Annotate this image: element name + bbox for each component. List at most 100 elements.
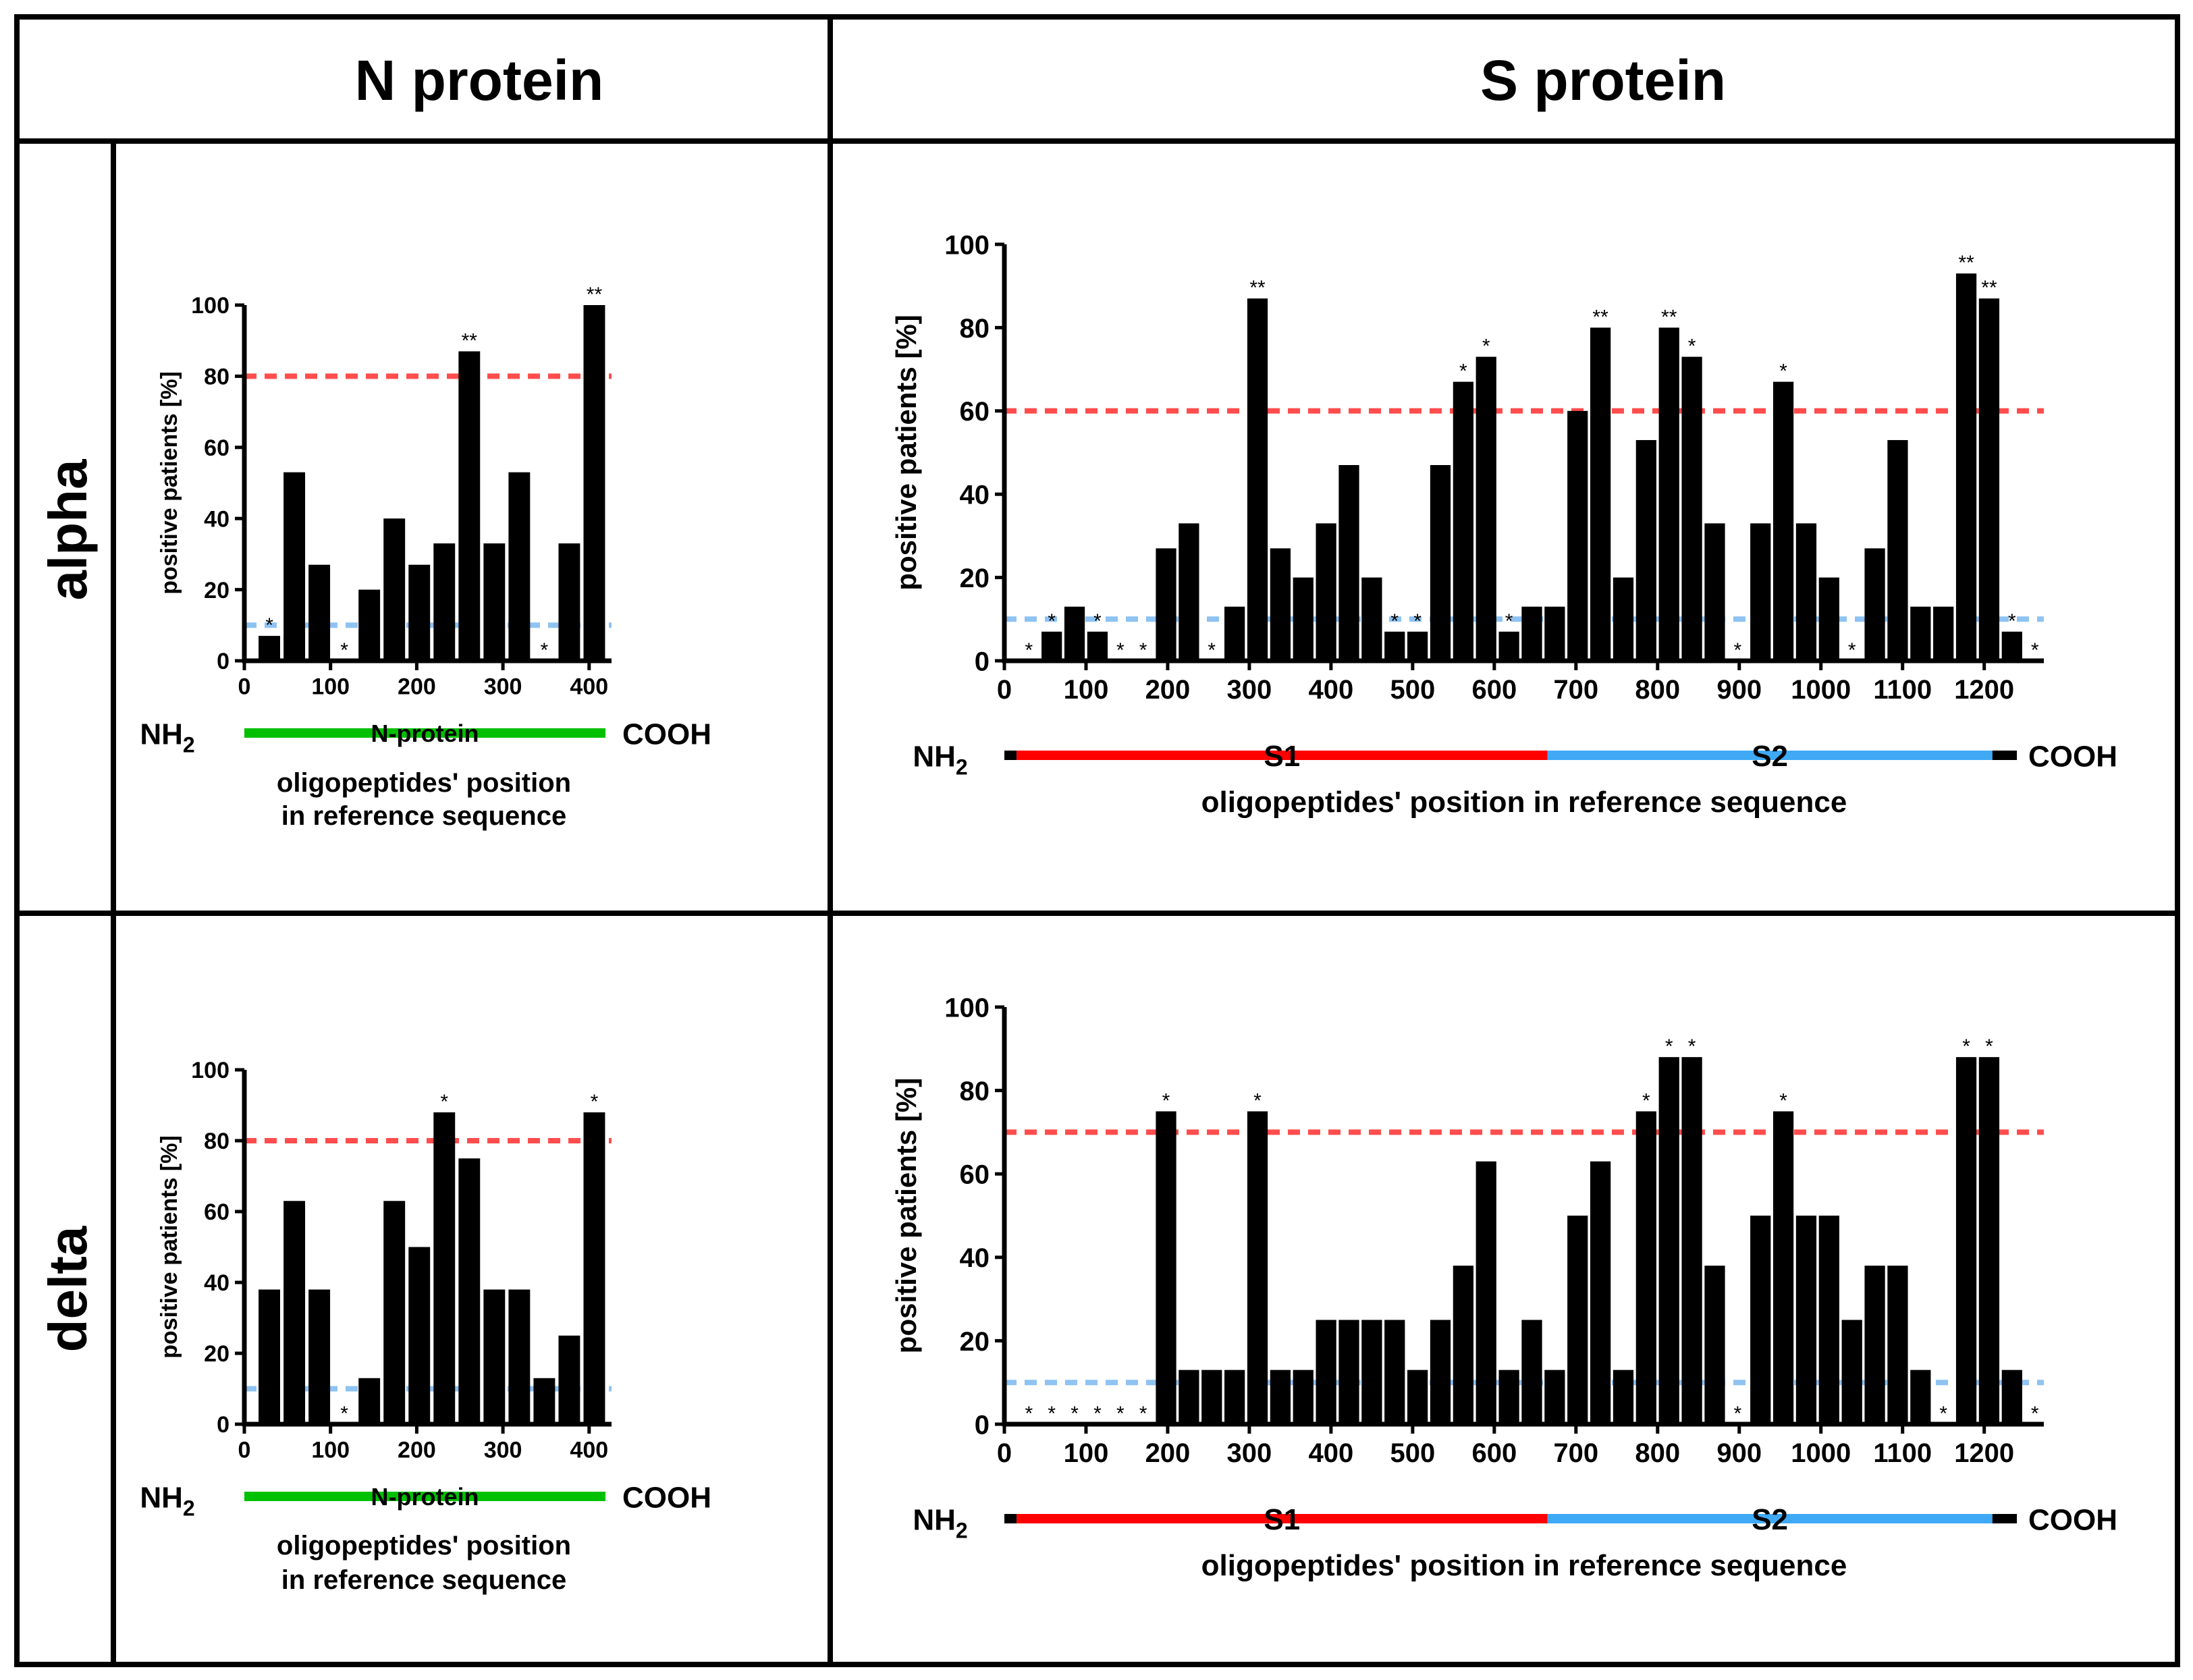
bar (1613, 1370, 1634, 1424)
y-tick-label: 100 (191, 1058, 229, 1083)
x-tick-label: 400 (1309, 1438, 1354, 1468)
y-tick-label: 100 (944, 993, 990, 1023)
bar (259, 1289, 280, 1424)
significance-star: * (1779, 1090, 1787, 1112)
y-axis-label: positive patients [%] (890, 315, 922, 590)
significance-star: * (1962, 1035, 1970, 1058)
significance-star: * (1688, 335, 1696, 358)
domain-segment (1017, 751, 1548, 760)
bar (483, 1289, 506, 1424)
x-tick-label: 900 (1716, 1438, 1762, 1468)
significance-star: ** (462, 330, 478, 352)
significance-star: * (1413, 610, 1422, 632)
bar (2001, 1370, 2022, 1424)
bar (583, 1112, 605, 1424)
bar (1613, 577, 1634, 661)
significance-star: * (1848, 639, 1856, 661)
bar (1316, 1320, 1336, 1424)
bar (1293, 1370, 1314, 1424)
bar (1978, 1057, 2000, 1424)
x-tick-label: 0 (238, 1438, 251, 1463)
x-tick-label: 1200 (1954, 675, 2014, 705)
x-tick-label: 200 (1145, 1438, 1191, 1468)
x-tick-label: 700 (1553, 675, 1598, 705)
domain-label: N-protein (371, 1483, 479, 1511)
bar (1270, 1370, 1291, 1424)
bar (1544, 1370, 1565, 1424)
bar (1658, 327, 1679, 661)
domain-segment (1547, 751, 1993, 760)
bar (558, 543, 580, 661)
bar (1681, 356, 1702, 661)
bar (1498, 631, 1519, 661)
bar (1430, 1320, 1451, 1424)
bar (1316, 523, 1336, 661)
significance-star: * (1116, 639, 1125, 661)
bar (1247, 1111, 1268, 1424)
bar (1635, 439, 1656, 661)
domain-segment (1992, 751, 2018, 760)
x-axis-caption: oligopeptides' position (277, 1531, 571, 1561)
bar (1750, 1216, 1771, 1424)
x-tick-label: 400 (1309, 675, 1354, 705)
significance-star: * (340, 639, 348, 661)
domain-label: S1 (1264, 1503, 1300, 1536)
bar (1087, 631, 1108, 661)
domain-segment (244, 728, 606, 738)
y-tick-label: 40 (960, 1243, 990, 1273)
table-grid (14, 14, 2180, 1667)
y-tick-label: 60 (960, 1160, 990, 1190)
x-tick-label: 1100 (1873, 675, 1932, 705)
chart-delta-n-protein: * * * 0 20 40 60 80 100 0 100 200 300 400 positive pat… (140, 1058, 711, 1595)
significance-star: * (1779, 360, 1787, 383)
bar (1818, 1216, 1839, 1424)
significance-star: * (1985, 1035, 1993, 1058)
x-axis-caption: oligopeptides' position in reference seq… (1201, 1549, 1847, 1582)
significance-star: * (1093, 1403, 1102, 1425)
significance-star: * (1505, 610, 1513, 632)
x-tick-label: 0 (997, 1438, 1012, 1468)
bar (1704, 523, 1725, 661)
bar (1635, 1111, 1656, 1424)
bar (1179, 523, 1199, 661)
y-tick-label: 60 (204, 435, 229, 461)
chart-alpha-s-protein: ** ** * **** ****** ************0204060801000… (890, 230, 2117, 819)
x-axis-caption: oligopeptides' position (277, 768, 571, 798)
x-axis-caption: oligopeptides' position in reference seq… (1201, 786, 1847, 819)
x-tick-label: 0 (238, 674, 251, 700)
x-tick-label: 300 (1227, 1438, 1272, 1468)
x-tick-label: 1100 (1873, 1438, 1932, 1468)
significance-star: * (1459, 360, 1467, 383)
bar (1910, 1370, 1931, 1424)
bar (533, 1378, 556, 1424)
bar (383, 518, 406, 661)
bar (1955, 1057, 1977, 1424)
y-tick-label: 80 (960, 1077, 990, 1106)
significance-star: * (591, 1091, 599, 1113)
significance-star: * (1048, 610, 1056, 632)
significance-star: ** (1249, 277, 1266, 299)
domain-label: S1 (1264, 740, 1300, 773)
bar (1955, 273, 1977, 661)
bar (1156, 548, 1176, 661)
y-tick-label: 60 (204, 1199, 229, 1225)
bar (1498, 1370, 1519, 1424)
bar (1521, 1320, 1542, 1424)
x-tick-label: 700 (1553, 1438, 1598, 1468)
significance-star: * (1734, 1403, 1742, 1425)
bar (358, 1378, 381, 1424)
bar (1384, 631, 1405, 661)
bar (1567, 1216, 1588, 1424)
x-tick-label: 1000 (1791, 675, 1851, 705)
bar (1658, 1057, 1679, 1424)
x-tick-label: 900 (1716, 675, 1762, 705)
bar (1864, 548, 1885, 661)
row-label-delta: delta (38, 1226, 98, 1352)
y-tick-label: 100 (191, 293, 229, 319)
significance-star: * (1139, 1403, 1147, 1425)
domain-segment (1017, 1514, 1548, 1523)
bar (358, 589, 381, 661)
bar (1818, 577, 1839, 661)
